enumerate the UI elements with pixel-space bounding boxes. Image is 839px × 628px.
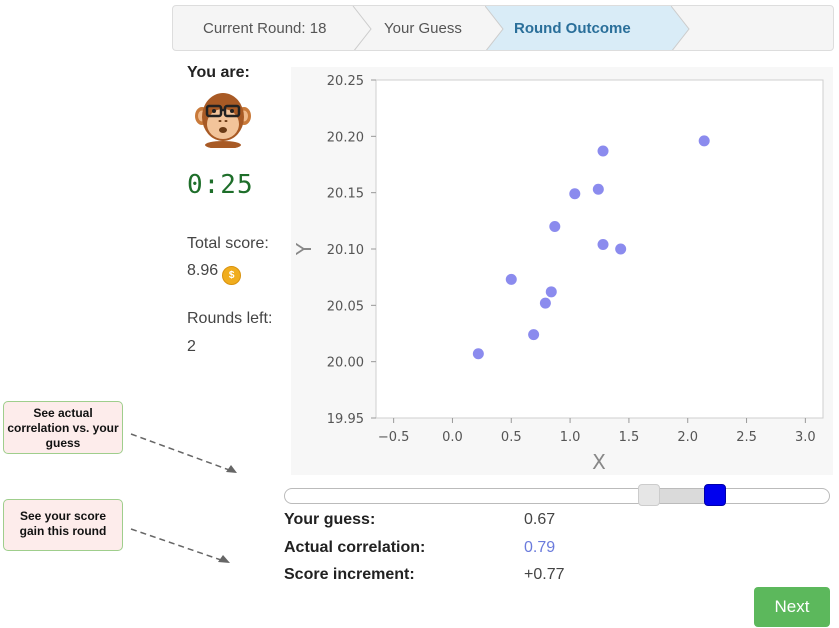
- y-tick-label: 20.00: [327, 356, 364, 371]
- total-score-number: 8.96: [187, 262, 219, 279]
- x-tick-label: −0.5: [378, 430, 410, 445]
- next-button[interactable]: Next: [754, 587, 830, 627]
- score-increment-value: +0.77: [524, 566, 565, 583]
- coin-icon: $: [222, 266, 242, 285]
- breadcrumb: Current Round: 18 Your Guess Round Outco…: [172, 5, 834, 51]
- scatter-point: [528, 329, 540, 341]
- scatter-point: [597, 145, 609, 157]
- crumb-separator: [671, 6, 690, 50]
- y-tick-label: 20.15: [327, 187, 364, 202]
- scatter-point: [505, 273, 517, 285]
- x-tick-label: 1.5: [619, 430, 640, 445]
- scatter-point: [592, 183, 604, 195]
- your-guess-label: Your guess:: [284, 511, 376, 528]
- y-tick-label: 19.95: [327, 412, 364, 427]
- y-tick-label: 20.25: [327, 74, 364, 89]
- crumb-your-guess: Your Guess: [384, 20, 462, 37]
- scatter-point: [698, 135, 710, 147]
- countdown-timer: 0:25: [187, 170, 254, 200]
- crumb-separator: [352, 6, 372, 50]
- rounds-left-label: Rounds left:: [187, 310, 273, 327]
- total-score-value: 8.96 $: [187, 262, 242, 285]
- guess-handle[interactable]: [704, 484, 726, 506]
- scatter-point: [597, 238, 609, 250]
- crumb-current-round: Current Round: 18: [203, 20, 327, 37]
- x-tick-label: 0.0: [442, 430, 463, 445]
- arrow-head: [226, 465, 237, 473]
- crumb-round-outcome-label: Round Outcome: [514, 20, 631, 37]
- scatter-plot: −0.5 0.0 0.5 1.0 1.5 2.0 2.5 3.0 19.95 20.00 20.0…: [291, 67, 833, 475]
- arrow-head: [218, 555, 230, 563]
- scatter-point: [539, 297, 551, 309]
- your-guess-value: 0.67: [524, 511, 556, 528]
- crumb-round-outcome: Round Outcome: [485, 6, 671, 50]
- scatter-point: [549, 220, 561, 232]
- scatter-point: [569, 188, 581, 200]
- y-tick-label: 20.10: [327, 243, 364, 258]
- scatter-point: [472, 348, 484, 360]
- rounds-left-value: 2: [187, 338, 196, 355]
- x-tick-label: 0.5: [501, 430, 522, 445]
- actual-correlation-label: Actual correlation:: [284, 539, 426, 556]
- correlation-annotation: See actual correlation vs. your guess: [3, 401, 123, 454]
- arrow-line: [130, 433, 233, 472]
- guess-vs-actual-range: [648, 489, 715, 503]
- actual-correlation-handle: [638, 484, 660, 506]
- x-tick-label: 2.0: [677, 430, 698, 445]
- y-tick-label: 20.20: [327, 130, 364, 145]
- x-tick-label: 1.0: [560, 430, 581, 445]
- score-increment-label: Score increment:: [284, 566, 415, 583]
- crumb-separator: [485, 6, 504, 50]
- x-axis-label: X: [592, 450, 606, 474]
- total-score-label: Total score:: [187, 235, 269, 252]
- plot-area: [375, 79, 824, 419]
- x-tick-label: 2.5: [736, 430, 757, 445]
- y-tick-label: 20.05: [327, 299, 364, 314]
- monkey-with-glasses-icon: [195, 93, 251, 148]
- scatter-point: [545, 286, 557, 298]
- score-annotation: See your score gain this round: [3, 499, 123, 551]
- scatter-point: [615, 243, 627, 255]
- arrow-line: [130, 528, 225, 562]
- you-are-label: You are:: [187, 64, 250, 81]
- actual-correlation-value: 0.79: [524, 539, 556, 556]
- y-axis-label: Y: [292, 242, 316, 256]
- x-tick-label: 3.0: [795, 430, 816, 445]
